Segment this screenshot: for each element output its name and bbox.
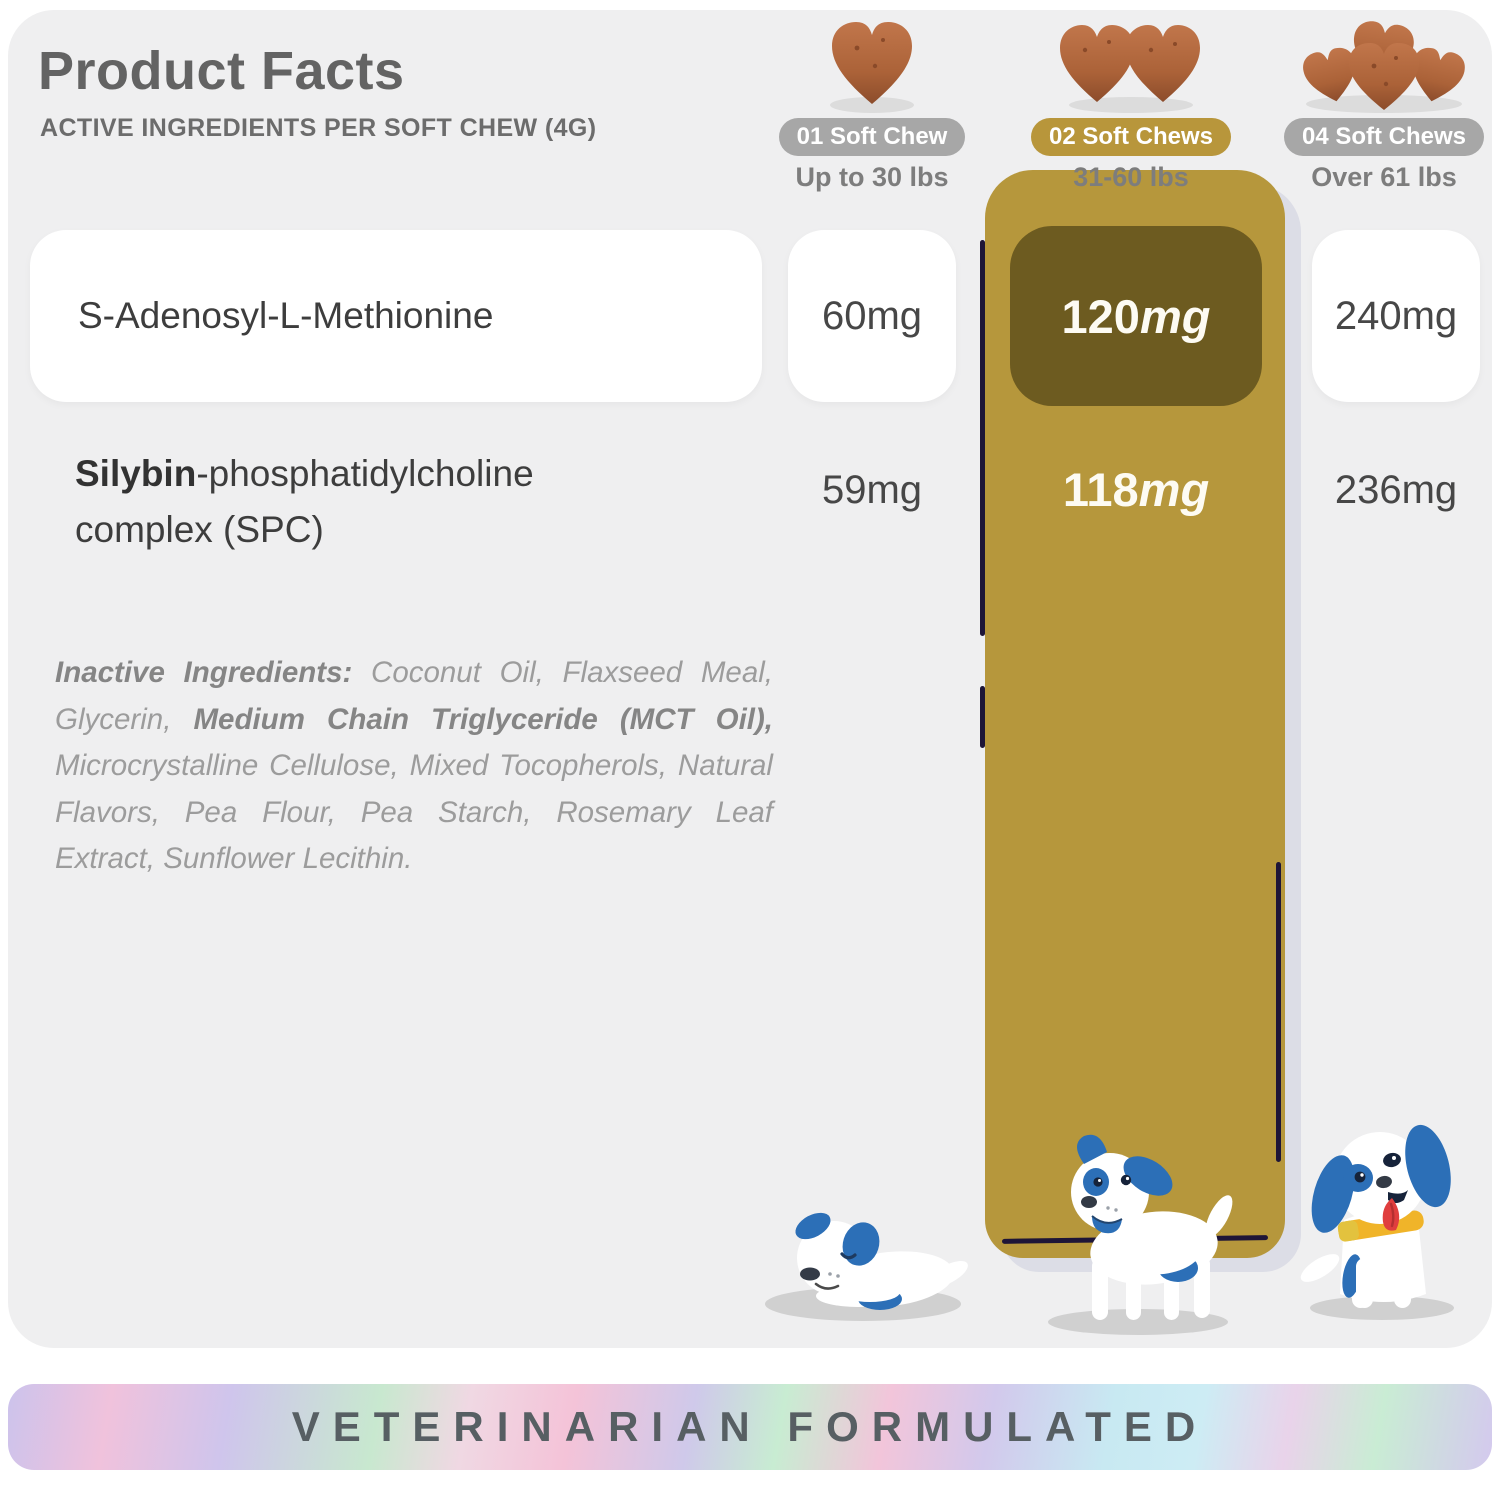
value-highlighted-dose: 120mg xyxy=(1010,226,1262,406)
ingredient-name: Silybin-phosphatidylcholine complex (SPC… xyxy=(75,453,534,550)
holographic-footer-band: VETERINARIAN FORMULATED xyxy=(8,1384,1492,1470)
value-small-dose: 59mg xyxy=(821,468,923,512)
unit: mg xyxy=(1138,463,1210,516)
page-subtitle: ACTIVE INGREDIENTS PER SOFT CHEW (4G) xyxy=(40,114,597,142)
dose-column-small: 01 Soft Chew Up to 30 lbs xyxy=(762,14,982,193)
value-large-dose: 240mg xyxy=(1312,230,1480,402)
value-large-dose: 236mg xyxy=(1334,468,1458,512)
dose-column-medium: 02 Soft Chews 31-60 lbs xyxy=(1021,14,1241,193)
value-small-dose: 60mg xyxy=(788,230,956,402)
one-chew-icon xyxy=(762,14,982,114)
column-outline-segment xyxy=(980,686,985,748)
small-dog-illustration xyxy=(765,1212,968,1321)
dose-badge: 01 Soft Chew xyxy=(778,118,966,156)
four-chews-icon xyxy=(1274,14,1494,114)
ingredient-name-card: S-Adenosyl-L-Methionine xyxy=(30,230,762,402)
unit: mg xyxy=(1139,289,1211,343)
dose-column-large: 04 Soft Chews Over 61 lbs xyxy=(1274,14,1494,193)
amount: 120 xyxy=(1061,289,1140,343)
inactive-label: Inactive Ingredients: xyxy=(55,656,353,689)
two-chews-icon xyxy=(1021,14,1241,114)
dose-weight-range: Over 61 lbs xyxy=(1311,162,1457,192)
page-title: Product Facts xyxy=(38,41,405,101)
dose-badge: 04 Soft Chews xyxy=(1283,118,1485,156)
column-outline-segment xyxy=(980,240,985,636)
dose-weight-range: Up to 30 lbs xyxy=(795,162,949,192)
value-highlighted-dose: 118mg xyxy=(1010,462,1262,517)
amount: 118 xyxy=(1062,463,1139,516)
dose-weight-range: 31-60 lbs xyxy=(1073,162,1189,192)
large-dog-illustration xyxy=(1300,1124,1454,1320)
ingredient-name: S-Adenosyl-L-Methionine xyxy=(78,295,494,336)
dose-badge-highlighted: 02 Soft Chews xyxy=(1030,118,1232,156)
inactive-ingredients-paragraph: Inactive Ingredients: Coconut Oil, Flaxs… xyxy=(55,656,773,876)
medium-dog-illustration xyxy=(1048,1134,1233,1335)
column-outline-segment xyxy=(1276,862,1281,1162)
footer-label: VETERINARIAN FORMULATED xyxy=(291,1403,1209,1450)
